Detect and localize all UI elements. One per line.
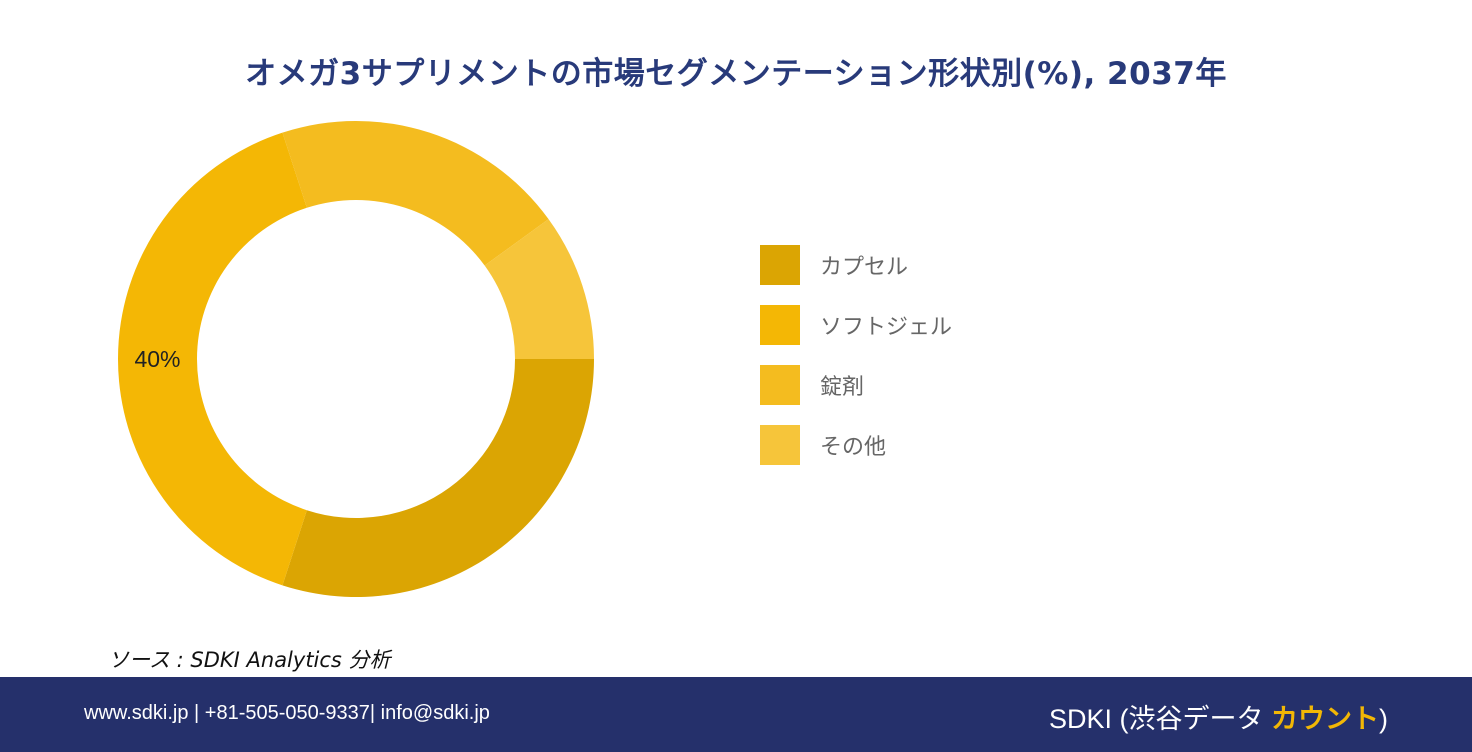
brand-prefix: SDKI (渋谷データ — [1048, 704, 1271, 734]
legend-label: 錠剤 — [820, 375, 865, 400]
brand-accent: カウント — [1271, 704, 1379, 734]
chart-title: オメガ3サプリメントの市場セグメンテーション形状別(%), 2037年 — [245, 56, 1227, 92]
donut-slice[interactable] — [282, 121, 549, 266]
source-note: ソース : SDKI Analytics 分析 — [108, 648, 391, 672]
footer-contact: www.sdki.jp | +81-505-050-9337| info@sdk… — [84, 702, 490, 724]
legend-label: その他 — [820, 435, 887, 460]
footer-bar: www.sdki.jp | +81-505-050-9337| info@sdk… — [0, 677, 1472, 752]
legend-item[interactable]: ソフトジェル — [760, 305, 952, 345]
legend-swatch — [760, 245, 800, 285]
legend-swatch — [760, 305, 800, 345]
donut-chart: 40% — [117, 121, 594, 597]
legend-item[interactable]: その他 — [760, 425, 952, 465]
legend-label: ソフトジェル — [820, 315, 953, 340]
brand-suffix: ) — [1379, 704, 1388, 734]
legend-swatch — [760, 365, 800, 405]
legend-swatch — [760, 425, 800, 465]
donut-slice[interactable] — [484, 219, 594, 359]
footer-brand: SDKI (渋谷データ カウント) — [1049, 697, 1388, 736]
donut-slice[interactable] — [117, 132, 307, 586]
legend-item[interactable]: 錠剤 — [760, 365, 952, 405]
donut-slice[interactable] — [282, 359, 594, 597]
legend-item[interactable]: カプセル — [760, 245, 952, 285]
legend: カプセル ソフトジェル 錠剤 その他 — [760, 245, 952, 485]
legend-label: カプセル — [820, 255, 909, 280]
slice-data-label: 40% — [134, 346, 180, 372]
